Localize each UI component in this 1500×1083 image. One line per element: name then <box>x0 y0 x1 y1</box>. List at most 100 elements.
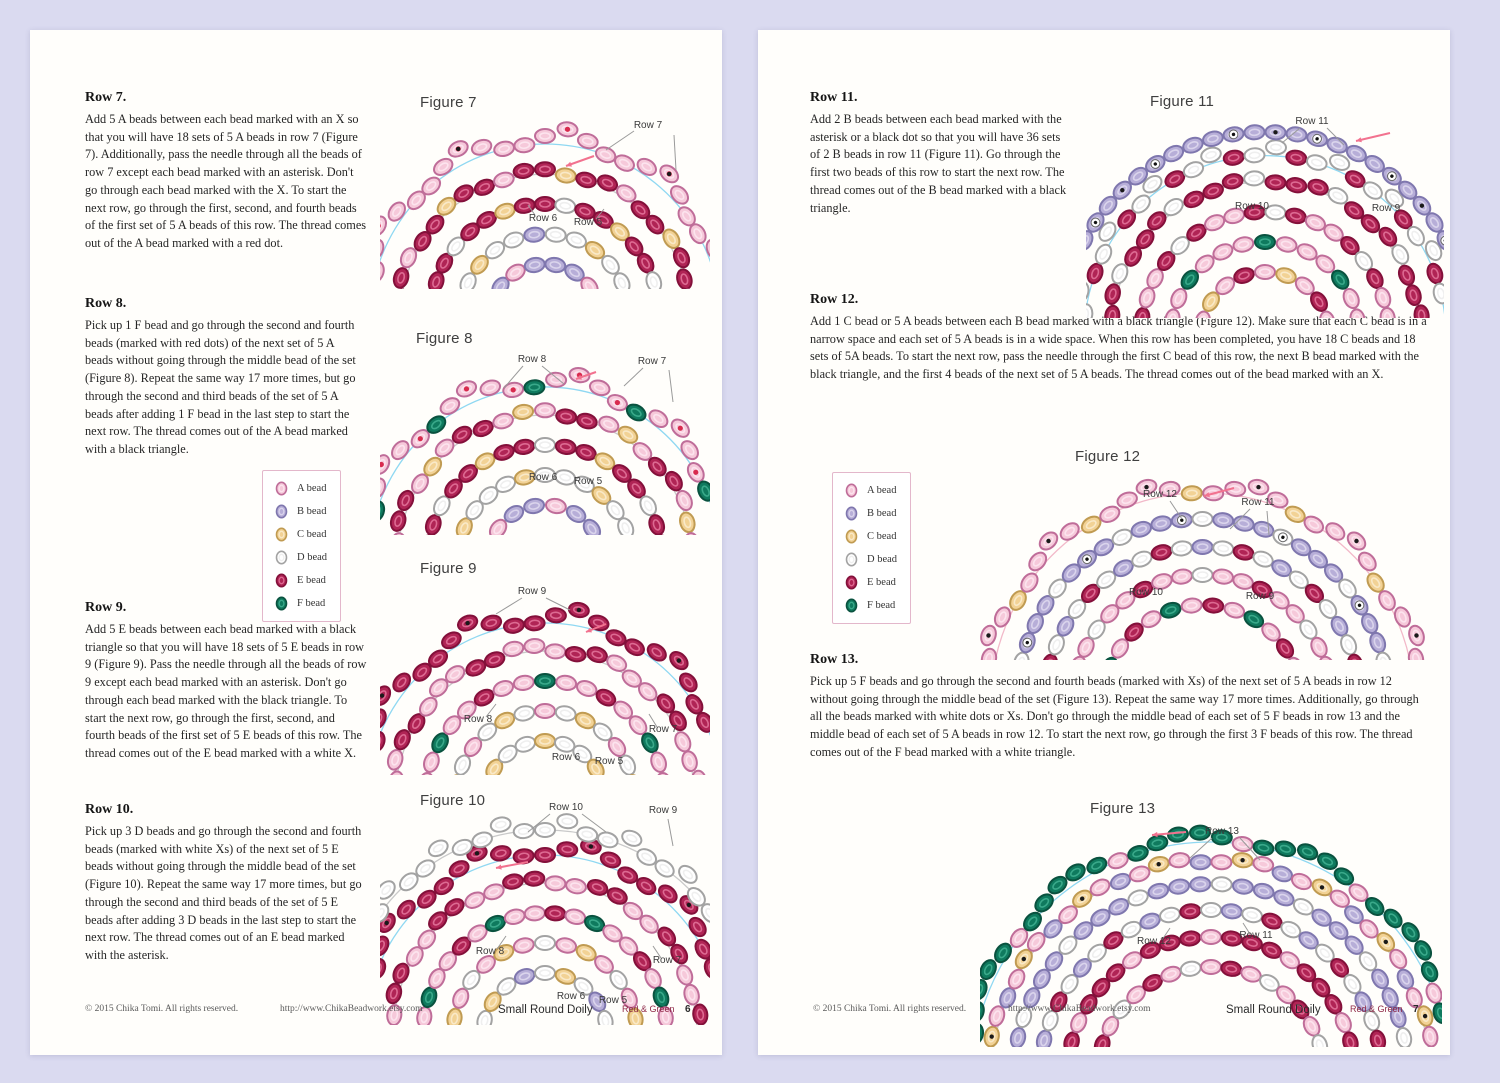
bead-d <box>554 705 577 722</box>
bead-d <box>573 475 595 493</box>
bead-a <box>1070 1012 1088 1034</box>
row-annotation: Row 5 <box>574 476 603 487</box>
bead-c <box>423 456 443 477</box>
bead-d <box>1362 181 1383 200</box>
black-dot-mark <box>1046 538 1051 544</box>
bead-b <box>1189 876 1212 893</box>
bead-f <box>625 403 647 422</box>
bead-b <box>564 263 585 282</box>
bead-a <box>380 215 388 237</box>
bead-d <box>1292 898 1314 916</box>
instruction-row9: Row 9. Add 5 E beads between each bead ma… <box>85 600 367 763</box>
bead-e <box>513 438 536 456</box>
bead-a <box>1252 856 1275 873</box>
bead-b <box>1044 951 1064 972</box>
bead-d <box>1265 139 1287 156</box>
bead-e <box>657 926 677 947</box>
bead-d <box>471 831 493 849</box>
bead-f <box>1330 269 1350 290</box>
direction-arrow-head <box>1204 492 1210 498</box>
white-dot-mark-center <box>1231 132 1236 137</box>
bead-d <box>1200 902 1222 918</box>
white-dot-mark-center <box>1153 162 1158 166</box>
figure-10: Figure 10 Row 10 Row 9 Row 8 Row 7 Row 6 Row 5 <box>380 770 710 1025</box>
bead-d <box>1179 960 1202 977</box>
thread-line <box>380 829 710 915</box>
instruction-row13: Row 13. Pick up 5 F beads and go through … <box>810 652 1430 762</box>
footer-url: http://www.ChikaBeadwork.etsy.com <box>280 1004 423 1014</box>
black-dot-mark <box>989 1034 994 1039</box>
bead-d <box>1210 876 1233 893</box>
bead-e <box>392 267 410 289</box>
annotation-leader-line <box>527 813 551 833</box>
figure-title: Figure 10 <box>420 792 486 809</box>
bead-c <box>1416 1005 1434 1027</box>
bead-c <box>470 254 489 275</box>
page-number: 6 <box>685 1004 691 1015</box>
bead-a <box>1158 480 1181 498</box>
bead-b <box>582 518 602 535</box>
bead-e <box>555 408 578 425</box>
bead-c <box>662 228 681 250</box>
annotation-leader-line <box>545 597 571 611</box>
bead-b <box>1090 908 1111 927</box>
bead-e <box>1405 284 1422 307</box>
bead-e <box>389 510 407 532</box>
bead-d <box>1170 540 1193 557</box>
bead-b <box>1032 968 1051 990</box>
bead-c <box>584 241 606 260</box>
bead-a <box>576 680 598 697</box>
bead-d <box>576 826 599 843</box>
bead-b <box>1398 180 1418 200</box>
bead-a <box>1303 515 1325 534</box>
bead-c <box>512 403 535 420</box>
bead-d <box>1243 147 1266 164</box>
fig7-bead-diagram: Row 7 Row 6 Row 5 <box>380 120 710 289</box>
page-left: Row 7. Add 5 A beads between each bead ma… <box>30 30 722 1055</box>
section-body: Pick up 5 F beads and go through the sec… <box>810 674 1419 759</box>
row-annotation: Row 12 <box>1137 936 1171 947</box>
bead-e <box>534 161 556 178</box>
bead-e <box>1285 149 1308 166</box>
bead-a <box>380 238 385 260</box>
bead-e <box>1202 182 1224 200</box>
bead-e <box>1135 229 1155 250</box>
bead-c <box>1366 572 1385 593</box>
bead-b <box>1073 921 1094 940</box>
row-annotation: Row 6 <box>552 752 581 763</box>
legend-label: F bead <box>297 598 326 609</box>
row-annotation: Row 11 <box>1241 497 1275 508</box>
bead-f <box>994 942 1012 964</box>
bead-d <box>678 864 698 884</box>
annotation-leader-line <box>1239 837 1261 861</box>
legend-item-a-bead: A bead <box>274 481 327 496</box>
bead-b <box>1009 1027 1027 1047</box>
figure-title: Figure 11 <box>1150 93 1215 110</box>
bead-e <box>380 958 387 980</box>
bead-e <box>645 214 665 235</box>
bead-e <box>1063 1031 1080 1047</box>
bead-e <box>612 464 632 483</box>
bead-a <box>391 440 410 461</box>
bead-d <box>1432 282 1444 305</box>
bead-a <box>681 750 698 773</box>
section-body: Add 2 B beads between each bead marked w… <box>810 112 1067 215</box>
bead-b <box>1168 878 1191 895</box>
bead-a <box>1212 243 1234 261</box>
bead-a <box>1110 638 1130 659</box>
bead-d <box>1112 999 1132 1020</box>
bead-b <box>1108 898 1130 916</box>
doc-variant: Red & Green <box>622 1004 675 1014</box>
legend-item-e-bead: E bead <box>844 575 897 590</box>
white-dot-mark-center <box>1357 603 1362 608</box>
bead-f <box>1317 852 1338 870</box>
bead-a <box>1135 478 1158 496</box>
bead-c <box>627 1007 644 1025</box>
legend-label: D bead <box>867 554 898 565</box>
bead-e <box>1346 653 1364 660</box>
bead-d <box>1159 906 1181 924</box>
bead-e <box>396 899 416 920</box>
figure-11: Figure 11 Row 11 Row 10 Row 9 <box>1086 88 1444 318</box>
bead-a <box>463 736 483 758</box>
bead-d <box>534 822 556 838</box>
